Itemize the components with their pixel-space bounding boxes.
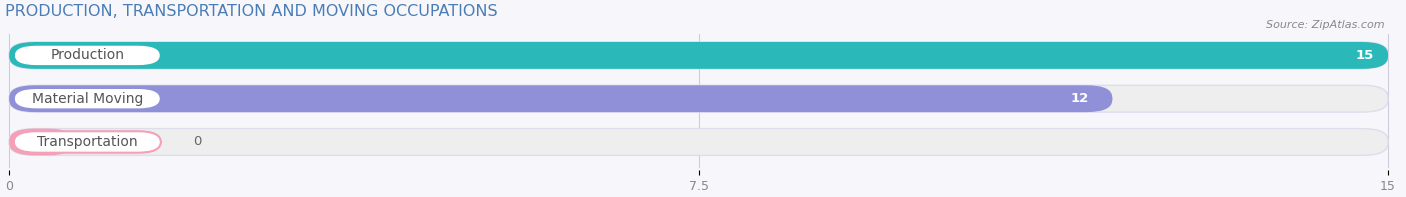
FancyBboxPatch shape: [1047, 89, 1112, 108]
FancyBboxPatch shape: [10, 85, 1388, 112]
FancyBboxPatch shape: [10, 129, 73, 155]
Text: PRODUCTION, TRANSPORTATION AND MOVING OCCUPATIONS: PRODUCTION, TRANSPORTATION AND MOVING OC…: [4, 4, 498, 19]
FancyBboxPatch shape: [10, 42, 1388, 69]
FancyBboxPatch shape: [10, 85, 1112, 112]
Text: 12: 12: [1071, 92, 1090, 105]
Text: Transportation: Transportation: [37, 135, 138, 149]
FancyBboxPatch shape: [10, 129, 1388, 155]
FancyBboxPatch shape: [14, 131, 160, 153]
FancyBboxPatch shape: [14, 45, 160, 66]
FancyBboxPatch shape: [10, 42, 1388, 69]
Text: 15: 15: [1355, 49, 1374, 62]
FancyBboxPatch shape: [14, 88, 160, 109]
Text: Material Moving: Material Moving: [31, 92, 143, 106]
Text: 0: 0: [193, 136, 201, 149]
Text: Source: ZipAtlas.com: Source: ZipAtlas.com: [1267, 20, 1385, 30]
Text: Production: Production: [51, 48, 124, 62]
